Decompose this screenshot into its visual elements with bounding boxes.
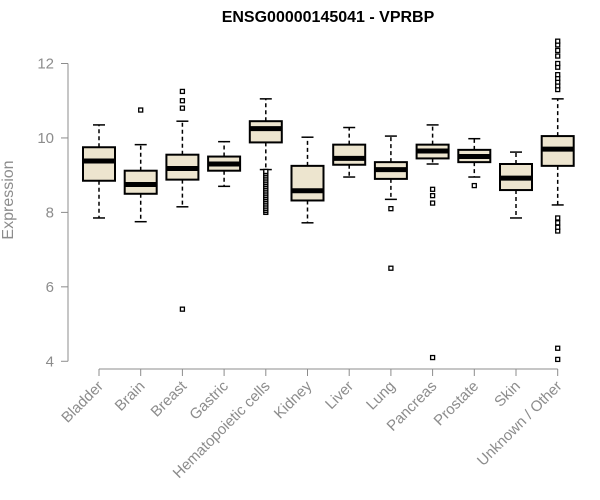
- x-tick-label: Skin: [491, 378, 524, 411]
- outlier-point: [138, 107, 144, 113]
- outlier-point: [555, 53, 561, 59]
- y-tick-label: 8: [46, 204, 54, 221]
- outlier-point: [388, 206, 394, 212]
- x-tick-label: Kidney: [271, 377, 316, 422]
- outlier-point: [429, 200, 436, 206]
- box-group: [248, 98, 283, 216]
- box-group: [290, 136, 325, 224]
- box-group: [165, 88, 200, 312]
- outlier-point: [555, 72, 561, 78]
- outlier-point: [388, 265, 394, 271]
- box-group: [332, 126, 367, 178]
- box-group: [499, 151, 533, 219]
- outlier-point: [179, 98, 186, 104]
- outlier-point: [429, 192, 436, 199]
- outlier-point: [555, 356, 561, 363]
- box-group: [123, 107, 158, 223]
- y-tick-label: 6: [46, 279, 54, 296]
- outlier-point: [179, 105, 186, 111]
- x-tick-label: Bladder: [58, 378, 107, 427]
- outlier-point: [555, 224, 561, 230]
- outlier-point: [555, 220, 561, 226]
- outlier-point: [179, 306, 186, 312]
- outlier-point: [555, 38, 561, 44]
- box: [248, 120, 283, 144]
- outlier-point: [555, 47, 561, 54]
- chart-title: ENSG00000145041 - VPRBP: [222, 9, 435, 26]
- x-tick-label: Prostate: [431, 378, 483, 430]
- outlier-point: [429, 354, 436, 361]
- box-group: [207, 140, 242, 188]
- outlier-point: [429, 186, 436, 192]
- y-tick-label: 4: [46, 353, 54, 370]
- x-tick-label: Lung: [363, 378, 399, 414]
- box-series: [82, 38, 575, 363]
- outlier-point: [555, 60, 561, 67]
- box-group: [415, 124, 450, 361]
- box-group: [373, 135, 408, 271]
- y-axis: 4 6 8 10 12: [37, 56, 69, 370]
- box: [290, 164, 325, 202]
- y-tick-label: 10: [37, 130, 54, 147]
- box: [82, 146, 116, 182]
- box: [332, 143, 367, 166]
- box-group: [82, 124, 116, 219]
- y-axis-label: Expression: [0, 160, 17, 239]
- box-group: [540, 38, 575, 363]
- outlier-point: [263, 168, 269, 175]
- outlier-point: [555, 345, 561, 351]
- y-tick-label: 12: [37, 56, 54, 73]
- outlier-point: [179, 88, 186, 95]
- outlier-point: [555, 215, 561, 221]
- x-tick-label: Liver: [322, 378, 357, 413]
- x-tick-label: Brain: [112, 378, 149, 415]
- x-tick-label: Breast: [148, 377, 191, 420]
- outlier-point: [471, 182, 477, 189]
- box-group: [457, 137, 492, 189]
